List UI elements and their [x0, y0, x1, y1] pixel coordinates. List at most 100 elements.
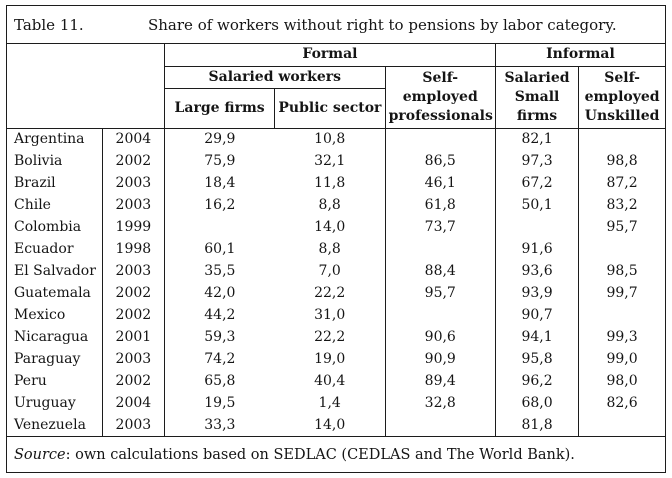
self-employed-professionals-cell	[385, 304, 496, 326]
header-line: Small	[514, 88, 560, 105]
large-firms-cell: 59,3	[204, 329, 236, 345]
public-sector-cell: 32,1	[274, 150, 386, 172]
year-cell: 2003	[102, 414, 165, 436]
self-employed-unskilled-cell: 99,0	[606, 351, 638, 367]
header-line: employed	[584, 88, 660, 105]
country-cell: Bolivia	[7, 150, 103, 172]
public-sector-cell: 14,0	[274, 414, 386, 436]
self-employed-unskilled-cell: 82,6	[606, 395, 638, 411]
table-row: Brazil 2003 18,4 11,8 46,1 67,2 87,2	[7, 172, 665, 194]
public-sector-cell: 8,8	[274, 194, 386, 216]
country-cell: Brazil	[7, 172, 103, 194]
large-firms-cell: 16,2	[204, 197, 236, 213]
self-employed-professionals-cell	[385, 128, 496, 150]
self-employed-professionals-cell: 73,7	[385, 216, 496, 238]
salaried-small-firms-cell: 90,7	[495, 304, 580, 326]
self-employed-professionals-cell	[385, 238, 496, 260]
header-line: Salaried	[504, 69, 570, 86]
table-row: Colombia 1999 14,0 73,7 95,7	[7, 216, 665, 238]
country-cell: Peru	[7, 370, 103, 392]
table-caption: Share of workers without right to pensio…	[148, 15, 617, 34]
country-cell: Venezuela	[7, 414, 103, 436]
self-employed-unskilled-cell	[579, 304, 665, 326]
year-cell: 2003	[102, 348, 165, 370]
header-line: Unskilled	[584, 107, 660, 124]
table-header: Formal Informal Salaried workers Self- e…	[7, 44, 665, 129]
salaried-small-firms-cell: 68,0	[495, 392, 580, 414]
large-firms-cell: 29,9	[204, 131, 236, 148]
public-sector-cell: 10,8	[274, 128, 386, 150]
large-firms-cell: 33,3	[204, 417, 236, 433]
header-line: firms	[516, 107, 558, 124]
self-employed-unskilled-cell: 98,5	[606, 263, 638, 279]
salaried-small-firms-cell	[495, 216, 580, 238]
country-cell: Paraguay	[7, 348, 103, 370]
public-sector-cell: 7,0	[274, 260, 386, 282]
large-firms-cell: 75,9	[204, 153, 236, 169]
country-cell: Chile	[7, 194, 103, 216]
col-header-self-employed-unskilled: Self- employed Unskilled	[578, 66, 665, 129]
country-cell: Argentina	[7, 128, 103, 150]
public-sector-cell: 8,8	[274, 238, 386, 260]
self-employed-unskilled-cell	[579, 128, 665, 150]
table-row: El Salvador 2003 35,5 7,0 88,4 93,6 98,5	[7, 260, 665, 282]
salaried-small-firms-cell: 96,2	[495, 370, 580, 392]
col-group-informal: Informal	[495, 44, 665, 67]
source-note: Source: own calculations based on SEDLAC…	[7, 436, 665, 472]
table-row: Guatemala 2002 42,0 22,2 95,7 93,9 99,7	[7, 282, 665, 304]
col-header-large-firms: Large firms	[164, 88, 276, 129]
salaried-small-firms-cell: 94,1	[495, 326, 580, 348]
year-cell: 2002	[102, 150, 165, 172]
year-cell: 2001	[102, 326, 165, 348]
self-employed-professionals-cell: 95,7	[385, 282, 496, 304]
country-cell: Colombia	[7, 216, 103, 238]
salaried-small-firms-cell: 82,1	[495, 128, 580, 150]
year-cell: 2004	[102, 128, 165, 150]
pensions-table: Formal Informal Salaried workers Self- e…	[7, 44, 665, 436]
country-cell: Nicaragua	[7, 326, 103, 348]
public-sector-cell: 14,0	[274, 216, 386, 238]
table-frame: Table 11. Share of workers without right…	[6, 5, 666, 473]
public-sector-cell: 22,2	[274, 326, 386, 348]
col-group-formal: Formal	[164, 44, 496, 67]
large-firms-cell: 35,5	[204, 263, 236, 279]
corner-blank-cell	[7, 44, 165, 129]
large-firms-cell: 42,0	[204, 285, 236, 301]
year-cell: 2003	[102, 194, 165, 216]
self-employed-unskilled-cell: 99,7	[606, 285, 638, 301]
self-employed-professionals-cell: 90,6	[385, 326, 496, 348]
year-cell: 2004	[102, 392, 165, 414]
col-header-salaried-small-firms: Salaried Small firms	[495, 66, 580, 129]
self-employed-unskilled-cell: 95,7	[606, 219, 638, 235]
salaried-small-firms-cell: 91,6	[495, 238, 580, 260]
self-employed-professionals-cell: 90,9	[385, 348, 496, 370]
self-employed-unskilled-cell	[579, 414, 665, 436]
large-firms-cell	[164, 216, 274, 238]
col-header-self-employed-professionals: Self- employed professionals	[385, 66, 496, 129]
country-cell: Guatemala	[7, 282, 103, 304]
table-number: Table 11.	[14, 15, 84, 34]
table-body: Argentina 2004 29,9 10,8 82,1 Bolivia 2002 75,9…	[7, 128, 665, 436]
self-employed-professionals-cell: 88,4	[385, 260, 496, 282]
table-row: Peru 2002 65,8 40,4 89,4 96,2 98,0	[7, 370, 665, 392]
header-line: employed	[402, 88, 478, 105]
table-row: Argentina 2004 29,9 10,8 82,1	[7, 128, 665, 150]
large-firms-cell: 18,4	[204, 175, 236, 191]
table-row: Ecuador 1998 60,1 8,8 91,6	[7, 238, 665, 260]
large-firms-cell: 74,2	[204, 351, 236, 367]
self-employed-unskilled-cell: 98,8	[606, 153, 638, 169]
salaried-small-firms-cell: 50,1	[495, 194, 580, 216]
col-header-salaried-workers: Salaried workers	[164, 66, 386, 89]
year-cell: 2003	[102, 172, 165, 194]
large-firms-cell: 19,5	[204, 395, 236, 411]
table-row: Venezuela 2003 33,3 14,0 81,8	[7, 414, 665, 436]
header-line: professionals	[388, 107, 493, 124]
table-row: Uruguay 2004 19,5 1,4 32,8 68,0 82,6	[7, 392, 665, 414]
table-titlebar: Table 11. Share of workers without right…	[7, 6, 665, 44]
table-row: Bolivia 2002 75,9 32,1 86,5 97,3 98,8	[7, 150, 665, 172]
self-employed-professionals-cell: 46,1	[385, 172, 496, 194]
self-employed-unskilled-cell	[579, 238, 665, 260]
self-employed-professionals-cell: 61,8	[385, 194, 496, 216]
country-cell: Mexico	[7, 304, 103, 326]
